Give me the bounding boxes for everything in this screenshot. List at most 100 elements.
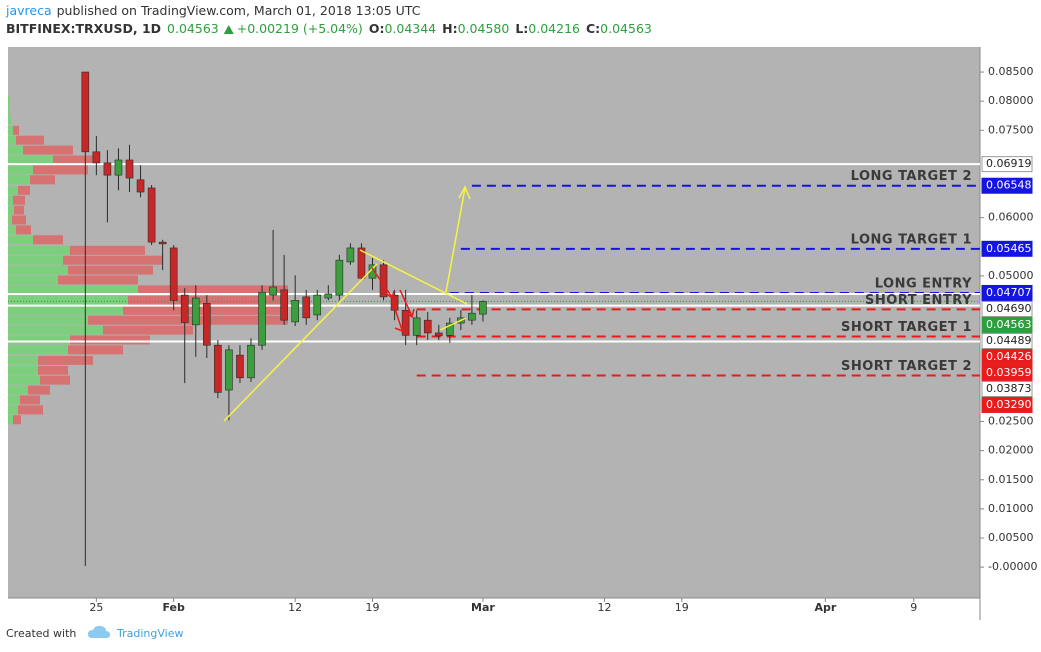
red-arrowhead: [385, 290, 415, 333]
x-tick-label: 12: [288, 601, 302, 614]
volume-up: [8, 375, 40, 385]
y-tick-label: -0.00000: [988, 560, 1037, 573]
legend-line: BITFINEX:TRXUSD, 1D 0.04563 +0.00219 (+5.0…: [6, 21, 652, 36]
level-name: LONG TARGET 2: [851, 169, 972, 184]
y-tick-label: 0.07500: [988, 123, 1034, 136]
candle-body: [401, 309, 410, 336]
price-label-box: [981, 380, 1033, 397]
volume-down: [14, 205, 24, 215]
symbol: BITFINEX:TRXUSD, 1D: [6, 21, 161, 36]
volume-down: [13, 415, 21, 425]
candle-body: [434, 332, 443, 337]
volume-up: [8, 155, 53, 165]
volume-up: [8, 415, 13, 425]
candle-body: [158, 241, 167, 245]
ohlc-value: 0.04563: [600, 21, 652, 36]
price-label: 0.05465: [986, 242, 1032, 255]
volume-down: [58, 275, 138, 285]
ohlc-label: O:: [369, 21, 385, 36]
volume-down: [28, 385, 50, 395]
volume-up: [8, 165, 33, 175]
candle-body: [423, 319, 432, 334]
candle-body: [313, 294, 322, 316]
change: +0.00219 (+5.04%): [237, 21, 363, 36]
price-label-box: [981, 316, 1033, 333]
published: published on TradingView.com, March 01, …: [57, 3, 421, 18]
volume-up: [8, 185, 18, 195]
price-label: 0.06919: [986, 157, 1032, 170]
volume-down: [16, 135, 44, 145]
price-label: 0.04563: [986, 318, 1032, 331]
volume-down: [30, 175, 55, 185]
red-arrow: [399, 289, 413, 317]
volume-down: [70, 335, 150, 345]
candle-body: [203, 302, 211, 346]
ohlc-value: 0.04580: [458, 21, 510, 36]
volume-down: [128, 295, 288, 305]
volume-up: [8, 235, 33, 245]
candle-body: [357, 247, 366, 279]
volume-down: [13, 125, 19, 135]
level-name: SHORT TARGET 1: [841, 320, 972, 335]
level-name: LONG TARGET 1: [851, 232, 972, 247]
candle-body: [446, 322, 454, 336]
y-tick-label: 0.08500: [988, 65, 1034, 78]
candle-body: [412, 317, 421, 336]
candle-body: [291, 300, 299, 323]
candle-body: [169, 247, 178, 301]
candle-body: [335, 259, 344, 296]
red-arrow: [391, 299, 403, 331]
volume-up: [8, 255, 63, 265]
candle-body: [214, 344, 222, 393]
volume-up: [8, 405, 18, 415]
level-name: SHORT ENTRY: [865, 293, 972, 308]
price-label-box: [981, 396, 1033, 413]
volume-up: [8, 125, 13, 135]
volume-up: [8, 325, 103, 335]
candle-body: [468, 312, 476, 321]
volume-down: [38, 365, 68, 375]
ohlc-label: C:: [586, 21, 600, 36]
annotations: [223, 185, 471, 422]
volume-up: [8, 145, 23, 155]
volume-up: [8, 345, 68, 355]
volume-down: [68, 265, 153, 275]
price-label-box: [981, 156, 1033, 173]
y-tick-label: 0.01000: [988, 502, 1034, 515]
price-label-box: [981, 364, 1033, 381]
candle-body: [225, 349, 233, 391]
volume-down: [20, 395, 40, 405]
volume-up: [8, 225, 16, 235]
volume-down: [12, 215, 26, 225]
trend-line: [439, 317, 467, 331]
volume-up: [8, 95, 10, 105]
trend-line: [445, 187, 466, 293]
candle-body: [346, 247, 355, 263]
volume-down: [13, 195, 25, 205]
x-tick-label: 19: [366, 601, 380, 614]
volume-up: [8, 275, 58, 285]
price-label: 0.04426: [986, 350, 1032, 363]
x-tick-label: Mar: [471, 601, 495, 614]
price-label: 0.04707: [986, 286, 1032, 299]
volume-up: [8, 195, 13, 205]
footer-brand: TradingView: [116, 627, 183, 640]
candle-body: [191, 297, 200, 326]
price-label-box: [981, 300, 1033, 317]
up-arrow-icon: [223, 25, 234, 34]
y-tick-label: 0.06000: [988, 211, 1034, 224]
candle-body: [136, 179, 145, 193]
price-label: 0.06548: [986, 179, 1032, 192]
price-label-box: [981, 348, 1033, 365]
price-label-box: [981, 332, 1033, 349]
volume-down: [138, 285, 288, 295]
volume-up: [8, 105, 10, 115]
candle-body: [81, 71, 90, 153]
y-tick-label: 0.00500: [988, 531, 1034, 544]
candle-body: [280, 289, 288, 321]
volume-up: [8, 335, 70, 345]
candle-body: [479, 301, 487, 315]
footer-created: Created with: [6, 627, 76, 640]
red-arrow: [371, 267, 393, 298]
volume-down: [53, 155, 93, 165]
